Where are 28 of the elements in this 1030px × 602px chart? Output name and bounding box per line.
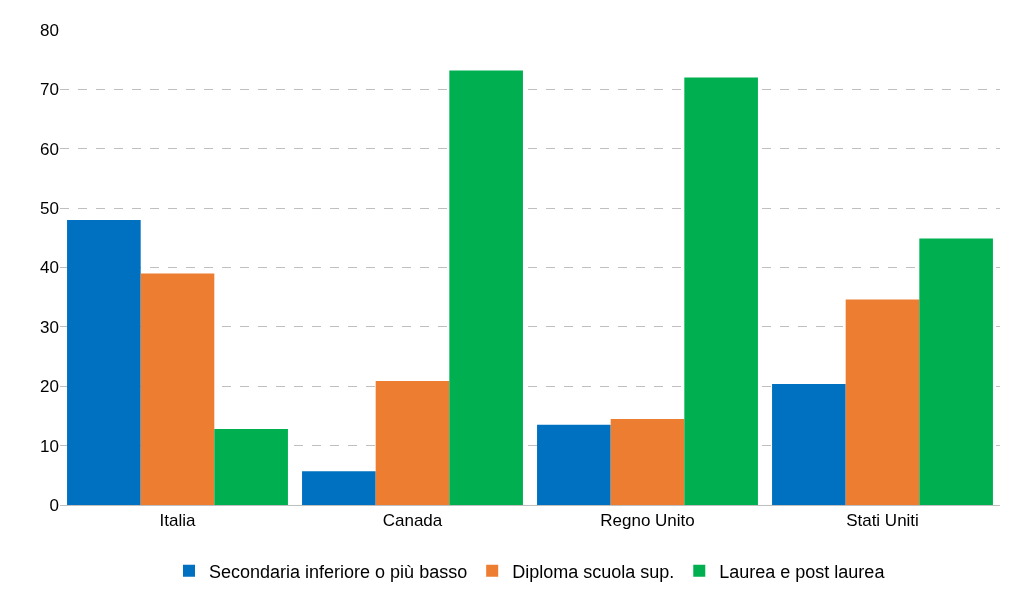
y-tick-label: 10 bbox=[40, 436, 59, 456]
y-tick-label: 50 bbox=[40, 199, 59, 219]
bar bbox=[537, 424, 611, 505]
x-tick-label: Italia bbox=[159, 511, 196, 531]
y-tick-label: 0 bbox=[49, 495, 59, 515]
bar bbox=[302, 471, 376, 505]
bar bbox=[610, 418, 685, 505]
x-tick-label: Regno Unito bbox=[600, 511, 695, 531]
bar bbox=[449, 70, 523, 505]
x-tick-label: Canada bbox=[382, 511, 443, 531]
bar bbox=[375, 380, 450, 505]
x-tick-label: Stati Uniti bbox=[846, 511, 919, 531]
bar bbox=[772, 383, 846, 505]
y-tick-label: 30 bbox=[40, 317, 59, 337]
y-tick-label: 80 bbox=[40, 20, 59, 40]
y-tick-label: 40 bbox=[40, 258, 59, 278]
bar bbox=[684, 77, 758, 505]
y-tick-label: 60 bbox=[40, 139, 59, 159]
y-tick-label: 70 bbox=[40, 80, 59, 100]
bar bbox=[214, 429, 288, 505]
legend-label: Diploma scuola sup. bbox=[512, 561, 675, 582]
legend-label: Secondaria inferiore o più basso bbox=[209, 561, 468, 582]
bar bbox=[845, 299, 920, 505]
bar bbox=[67, 220, 141, 505]
bar bbox=[140, 273, 215, 505]
y-tick-label: 20 bbox=[40, 377, 59, 397]
legend-label: Laurea e post laurea bbox=[719, 561, 886, 582]
bar bbox=[919, 238, 993, 505]
